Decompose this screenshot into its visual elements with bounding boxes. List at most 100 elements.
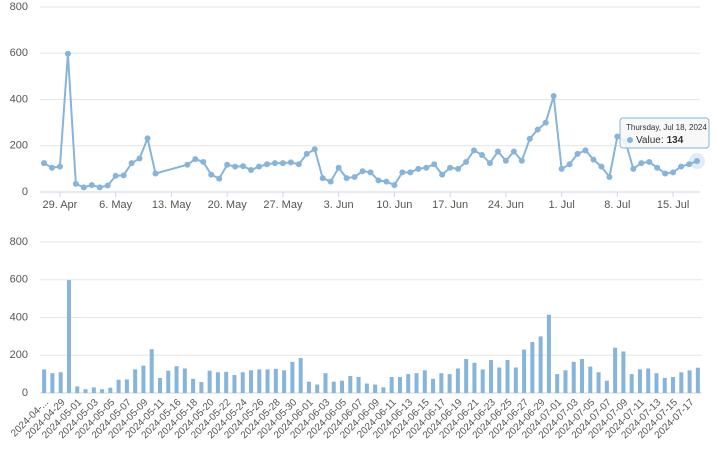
bar [282, 370, 287, 393]
bar [100, 389, 105, 393]
marker [407, 169, 414, 176]
x-tick-label: 29. Apr [42, 199, 77, 211]
marker [184, 161, 191, 168]
bar [141, 365, 146, 393]
marker [287, 159, 294, 166]
marker [375, 177, 382, 184]
bar [240, 372, 245, 393]
x-tick-label: 13. May [152, 199, 192, 211]
marker [431, 161, 438, 168]
bar [116, 379, 121, 393]
y-tick-label: 0 [22, 387, 28, 399]
marker [279, 160, 286, 167]
marker [80, 184, 87, 191]
bar [381, 387, 386, 393]
tooltip-box [619, 117, 710, 149]
bar [249, 370, 254, 393]
marker [590, 156, 597, 163]
bar [215, 372, 220, 393]
marker [694, 158, 700, 165]
x-tick-label: 6. May [99, 199, 133, 211]
bar [555, 374, 560, 393]
marker [630, 165, 637, 172]
marker [112, 172, 119, 179]
bar [571, 361, 576, 393]
x-tick-label: 10. Jun [376, 199, 412, 211]
marker [463, 158, 470, 165]
bar [373, 384, 378, 393]
bar [356, 376, 361, 393]
y-tick-label: 600 [10, 47, 28, 59]
bar [290, 361, 295, 393]
bar [431, 378, 436, 393]
bar [464, 359, 469, 393]
bar [397, 376, 402, 393]
marker [391, 182, 398, 189]
marker [319, 175, 326, 182]
marker [64, 50, 71, 57]
x-tick-label: 3. Jun [324, 199, 354, 211]
bar [83, 389, 88, 393]
marker [399, 169, 406, 176]
marker [582, 147, 589, 154]
bar [596, 372, 601, 393]
y-tick-label: 400 [10, 93, 28, 105]
marker [526, 135, 533, 142]
marker [240, 163, 247, 170]
marker [256, 163, 263, 170]
marker [574, 150, 581, 157]
bar [472, 362, 477, 393]
marker [128, 160, 135, 167]
bar [348, 376, 353, 393]
bar [42, 369, 47, 393]
marker [534, 126, 541, 133]
bar [621, 351, 626, 393]
marker [359, 168, 366, 175]
x-tick-label: 20. May [208, 199, 248, 211]
bar [654, 373, 659, 393]
marker [447, 164, 454, 171]
bar [340, 380, 345, 393]
bar [637, 369, 642, 393]
bar [232, 375, 237, 393]
tooltip-label: Value: [636, 135, 664, 146]
x-tick-label: 24. Jun [488, 199, 524, 211]
tooltip-text: Value: 134 [636, 135, 684, 146]
marker [335, 164, 342, 171]
marker [558, 165, 565, 172]
bar [66, 280, 71, 393]
marker [216, 175, 223, 182]
x-tick-label: 15. Jul [657, 199, 689, 211]
marker [614, 133, 621, 140]
marker [471, 147, 478, 154]
bar [108, 387, 113, 393]
marker [566, 161, 573, 168]
marker [232, 163, 239, 170]
marker [662, 170, 669, 177]
bar [364, 383, 369, 393]
marker [120, 172, 127, 179]
bar [604, 380, 609, 393]
y-tick-label: 200 [10, 140, 28, 152]
marker [72, 180, 79, 187]
bar [389, 376, 394, 393]
bar [687, 370, 692, 393]
marker [152, 170, 159, 177]
marker [486, 160, 493, 167]
marker [303, 150, 310, 157]
bar [563, 370, 568, 393]
bar [422, 370, 427, 393]
bar [580, 359, 585, 393]
y-tick-label: 800 [10, 1, 28, 13]
bar [414, 373, 419, 393]
marker [248, 167, 255, 174]
marker [646, 158, 653, 165]
y-tick-label: 600 [10, 274, 28, 286]
bar [166, 370, 171, 393]
bar [224, 371, 229, 393]
bar [522, 349, 527, 393]
tooltip-date: Thursday, Jul 18, 2024 [626, 123, 707, 132]
x-tick-label: 27. May [263, 199, 303, 211]
